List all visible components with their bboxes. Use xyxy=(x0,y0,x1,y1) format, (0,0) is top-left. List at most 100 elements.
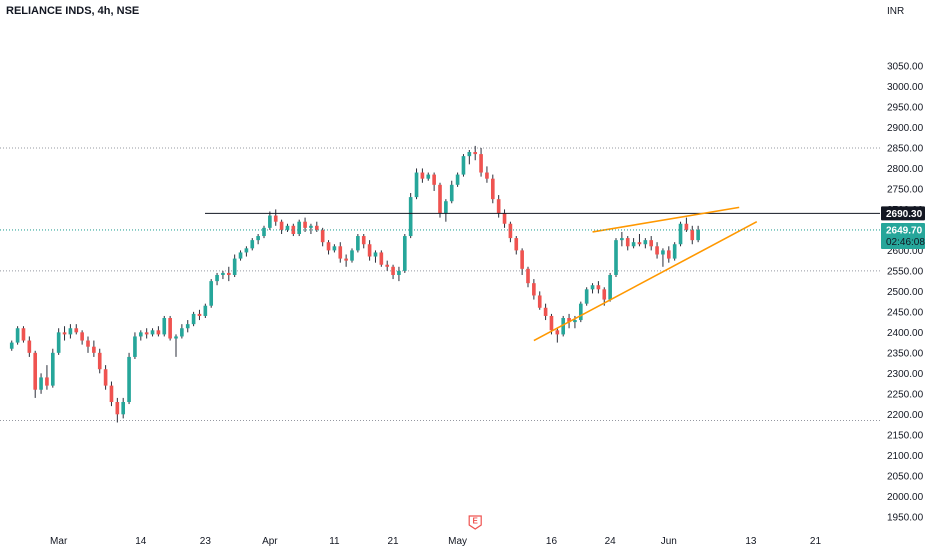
candle-body xyxy=(561,318,566,335)
candle-body xyxy=(514,238,519,251)
candle-up xyxy=(614,238,618,278)
y-tick-label: 2900.00 xyxy=(887,123,924,134)
candle-body xyxy=(244,248,249,253)
candle-body xyxy=(485,172,489,179)
candle-up xyxy=(461,154,466,177)
candle-body xyxy=(397,270,401,275)
candle-body xyxy=(262,227,266,237)
candle-body xyxy=(268,215,272,228)
level-label-box xyxy=(881,206,925,221)
candle-down xyxy=(379,250,384,267)
candle-down xyxy=(508,221,513,243)
candle-up xyxy=(209,279,214,308)
y-tick-label: 2000.00 xyxy=(887,492,924,503)
candle-up xyxy=(590,283,595,294)
candle-down xyxy=(537,291,542,310)
candle-body xyxy=(567,318,571,323)
candle-down xyxy=(420,168,425,183)
candle-up xyxy=(643,238,648,249)
price-axis[interactable]: 1950.00 2000.00 2050.00 2100.00 2150.00 2200.… xyxy=(887,61,924,523)
currency-label: INR xyxy=(887,6,904,17)
candle-down xyxy=(649,236,654,251)
candle-up xyxy=(356,233,360,253)
candle-body xyxy=(690,229,695,241)
candle-body xyxy=(326,242,331,251)
candle-down xyxy=(303,217,307,232)
candle-up xyxy=(256,233,260,245)
candle-down xyxy=(526,266,530,288)
x-tick-label: Mar xyxy=(50,536,68,547)
y-tick-label: 2750.00 xyxy=(887,184,924,195)
candle-body xyxy=(273,215,278,222)
candle-body xyxy=(678,223,683,245)
candle-up xyxy=(185,320,190,333)
candle-up xyxy=(455,172,460,187)
candle-body xyxy=(408,197,413,237)
candle-body xyxy=(455,174,460,185)
candle-body xyxy=(643,240,648,245)
candle-up xyxy=(661,248,665,267)
candle-body xyxy=(9,342,14,349)
candle-body xyxy=(127,356,131,403)
candle-down xyxy=(625,236,630,251)
earnings-marker[interactable]: E xyxy=(468,515,482,530)
candle-body xyxy=(508,223,513,239)
candle-body xyxy=(185,324,190,329)
candle-down xyxy=(168,315,172,341)
candle-down xyxy=(391,264,395,280)
candle-down xyxy=(490,174,495,204)
candle-body xyxy=(320,229,325,243)
candle-down xyxy=(655,242,659,259)
candle-body xyxy=(379,252,384,265)
candle-body xyxy=(285,225,290,230)
candle-down xyxy=(543,303,548,321)
candle-body xyxy=(490,178,495,200)
candle-body xyxy=(332,246,337,251)
candle-down xyxy=(62,326,67,341)
candle-body xyxy=(402,236,407,271)
candle-body xyxy=(373,252,378,257)
candle-body xyxy=(15,328,20,343)
candle-body xyxy=(420,172,425,179)
candle-up xyxy=(678,221,683,247)
time-axis[interactable]: Mar 14 23 Apr 11 21 May 16 24 Jun 13 21 xyxy=(50,536,821,547)
last-price-label: 2649.70 xyxy=(886,226,923,237)
candle-body xyxy=(356,236,360,251)
level-label: 2690.30 xyxy=(886,209,923,220)
candle-body xyxy=(109,385,114,403)
candles xyxy=(9,145,700,423)
candle-body xyxy=(62,332,67,335)
candle-down xyxy=(320,227,325,247)
candle-down xyxy=(144,328,149,339)
candle-down xyxy=(74,324,79,335)
candle-up xyxy=(250,238,255,251)
candle-body xyxy=(684,223,689,230)
candle-body xyxy=(385,264,390,267)
y-tick-label: 3000.00 xyxy=(887,82,924,93)
candle-down xyxy=(109,381,114,407)
candle-up xyxy=(414,168,419,200)
candle-body xyxy=(162,318,167,335)
candle-body xyxy=(532,283,536,296)
countdown-label: 02:46:08 xyxy=(886,237,925,248)
candle-body xyxy=(68,328,73,335)
candle-up xyxy=(561,315,566,337)
candle-body xyxy=(314,225,319,230)
candle-down xyxy=(291,223,296,237)
x-tick-label: 13 xyxy=(745,536,757,547)
candle-up xyxy=(9,340,14,351)
x-tick-label: May xyxy=(448,536,467,547)
candle-body xyxy=(614,240,618,275)
candle-up xyxy=(133,332,137,359)
candle-down xyxy=(27,336,32,357)
trend-lines[interactable] xyxy=(533,206,758,342)
candle-up xyxy=(262,225,266,239)
y-tick-label: 2400.00 xyxy=(887,328,924,339)
candle-up xyxy=(68,324,73,339)
candle-up xyxy=(584,287,589,306)
candle-body xyxy=(180,328,184,337)
candle-body xyxy=(584,289,589,304)
candle-body xyxy=(156,330,161,335)
